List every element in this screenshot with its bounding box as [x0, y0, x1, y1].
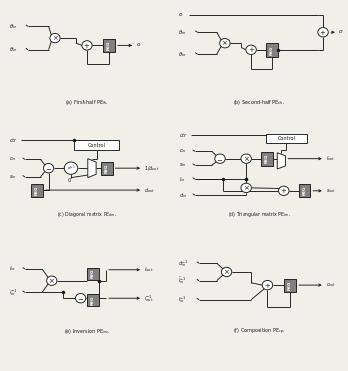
Text: (d) Triangular matrix PE$_{tm}$.: (d) Triangular matrix PE$_{tm}$.: [228, 210, 291, 219]
Text: $l_{out}$: $l_{out}$: [144, 265, 153, 274]
Text: $-$: $-$: [45, 165, 52, 171]
Text: $-$: $-$: [77, 295, 84, 301]
Text: $\times$: $\times$: [52, 34, 58, 42]
Text: (b) Second-half PE$_{sh}$.: (b) Second-half PE$_{sh}$.: [233, 98, 285, 107]
Bar: [87, 294, 99, 306]
Circle shape: [278, 186, 289, 196]
Text: $+$: $+$: [280, 186, 287, 195]
Text: $d_{out}$: $d_{out}$: [144, 186, 155, 194]
Text: $-$: $-$: [216, 156, 223, 162]
Text: (c) Diagonal matrix PE$_{dm}$.: (c) Diagonal matrix PE$_{dm}$.: [57, 210, 117, 219]
Text: $+$: $+$: [264, 280, 271, 290]
Text: Control: Control: [88, 143, 105, 148]
Text: $\times$: $\times$: [243, 154, 250, 163]
Text: $l_{out}$: $l_{out}$: [325, 154, 334, 163]
Text: $d^{-1}$: $d^{-1}$: [66, 164, 76, 173]
Circle shape: [241, 154, 251, 163]
Bar: [299, 184, 310, 197]
Bar: [266, 134, 307, 142]
Bar: [74, 140, 119, 150]
Circle shape: [76, 293, 86, 303]
Circle shape: [64, 162, 78, 174]
Text: $\theta_{in}$: $\theta_{in}$: [9, 45, 17, 54]
Circle shape: [47, 276, 57, 285]
Bar: [266, 43, 278, 57]
Text: REG: REG: [270, 45, 274, 55]
Bar: [284, 279, 296, 292]
Text: $c_t$: $c_t$: [178, 11, 185, 19]
Text: $+$: $+$: [247, 45, 255, 54]
Circle shape: [246, 45, 256, 55]
Text: $l_{in}^{-1}$: $l_{in}^{-1}$: [9, 287, 17, 298]
Text: $\times$: $\times$: [243, 184, 250, 192]
Text: (f) Composition PE$_{cp}$.: (f) Composition PE$_{cp}$.: [233, 327, 285, 337]
Text: $l_{in}^{-1}$: $l_{in}^{-1}$: [178, 294, 187, 305]
Text: REG: REG: [91, 269, 95, 279]
Text: $\theta_{in}$: $\theta_{in}$: [178, 50, 187, 59]
Text: Control: Control: [277, 135, 295, 141]
Text: $d_{in}$: $d_{in}$: [179, 191, 187, 200]
Bar: [87, 267, 99, 280]
Bar: [103, 39, 115, 52]
Text: (a) First-half PE$_{fh}$.: (a) First-half PE$_{fh}$.: [65, 98, 109, 107]
Circle shape: [215, 154, 225, 163]
Text: $\times$: $\times$: [221, 39, 228, 47]
Text: $1/d_{out}$: $1/d_{out}$: [144, 164, 159, 173]
Polygon shape: [277, 153, 285, 169]
Circle shape: [241, 183, 251, 193]
Circle shape: [318, 27, 328, 37]
Text: $+$: $+$: [319, 28, 327, 37]
Text: REG: REG: [91, 295, 95, 305]
Circle shape: [221, 267, 232, 277]
Text: $ctr$: $ctr$: [9, 137, 17, 144]
Text: REG: REG: [302, 186, 306, 195]
Text: REG: REG: [105, 164, 109, 173]
Text: $s_{in}$: $s_{in}$: [179, 161, 187, 169]
Text: $d_{in}^{-1}$: $d_{in}^{-1}$: [178, 258, 189, 269]
Text: $\times$: $\times$: [223, 267, 230, 276]
Text: $s_{out}$: $s_{out}$: [325, 187, 336, 195]
Text: $c_{out}$: $c_{out}$: [325, 281, 336, 289]
Circle shape: [262, 280, 273, 290]
Text: $l_{out}^{-1}$: $l_{out}^{-1}$: [144, 293, 153, 303]
Text: $s_{in}$: $s_{in}$: [9, 173, 16, 181]
Circle shape: [220, 39, 230, 48]
Text: $c_{in}$: $c_{in}$: [179, 147, 187, 155]
Text: (e) Inversion PE$_{inv}$.: (e) Inversion PE$_{inv}$.: [64, 327, 110, 336]
Bar: [101, 162, 113, 175]
Circle shape: [50, 33, 60, 43]
Polygon shape: [88, 159, 96, 178]
Text: $l_{in}$: $l_{in}$: [179, 175, 185, 184]
Text: $\bar{l}_{in}^{-1}$: $\bar{l}_{in}^{-1}$: [178, 275, 187, 286]
Text: $\theta_{in}$: $\theta_{in}$: [178, 28, 187, 37]
Text: $\times$: $\times$: [48, 276, 55, 285]
Text: $0$: $0$: [67, 176, 72, 184]
Circle shape: [82, 41, 92, 50]
Circle shape: [44, 164, 54, 173]
Bar: [261, 152, 273, 166]
Text: $+$: $+$: [84, 41, 90, 50]
Text: $c_t$: $c_t$: [136, 42, 142, 49]
Text: $c_f$: $c_f$: [338, 28, 345, 36]
Text: $\theta_{in}$: $\theta_{in}$: [9, 22, 17, 31]
Text: REG: REG: [288, 280, 292, 290]
Bar: [31, 184, 43, 197]
Text: $l_{in}$: $l_{in}$: [9, 265, 15, 273]
Text: $c_{in}$: $c_{in}$: [9, 155, 16, 163]
Text: $ctr$: $ctr$: [179, 131, 188, 139]
Text: REG: REG: [265, 154, 269, 164]
Text: REG: REG: [107, 41, 111, 50]
Text: REG: REG: [35, 186, 39, 195]
